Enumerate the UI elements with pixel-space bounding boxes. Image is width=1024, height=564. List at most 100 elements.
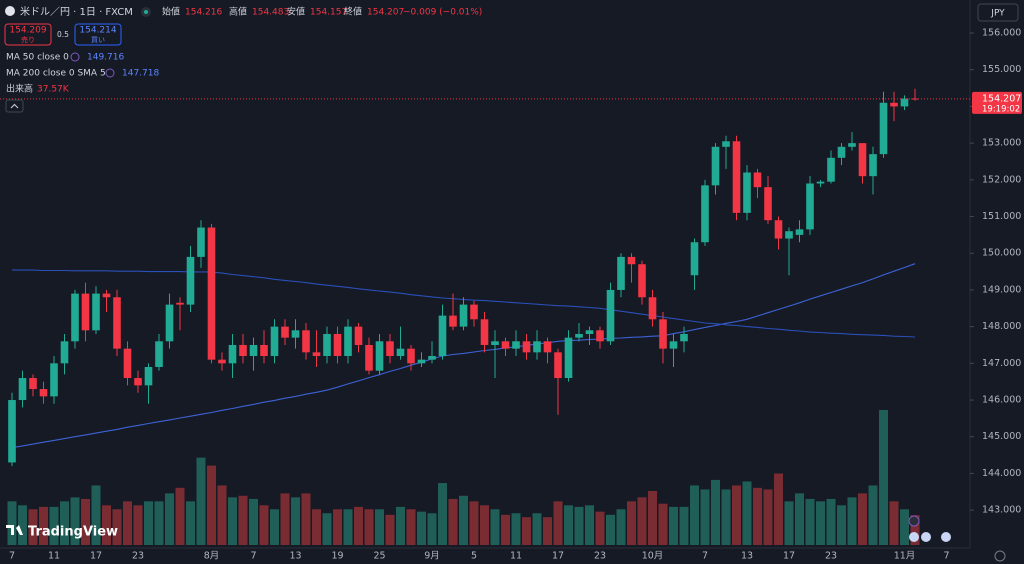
candle-body — [281, 326, 289, 338]
volume-bar — [816, 501, 825, 545]
x-tick-label: 7 — [250, 551, 256, 562]
volume-bar — [889, 501, 899, 545]
candle-body — [365, 344, 373, 371]
x-tick-label: 11 — [510, 551, 522, 562]
volume-bar — [123, 501, 132, 545]
candle-body — [197, 227, 205, 257]
collapse-button[interactable] — [5, 99, 24, 113]
candle-body — [29, 378, 37, 390]
buy-price[interactable]: 154.214 — [79, 26, 116, 36]
candle-body — [690, 242, 699, 276]
candle-body — [323, 333, 331, 356]
volume-bar — [91, 485, 101, 545]
settings-icon[interactable] — [994, 550, 1006, 562]
candle-body — [449, 315, 457, 327]
candle-body — [291, 330, 300, 338]
countdown: 19:19:02 — [982, 104, 1020, 114]
candle-body — [134, 378, 142, 386]
volume-bar — [7, 501, 17, 545]
volume-bar — [427, 513, 437, 545]
volume-bar — [606, 514, 615, 545]
volume-bar — [448, 498, 458, 545]
ma200-icon — [105, 68, 115, 78]
volume-bar — [637, 497, 647, 545]
volume-bar — [543, 517, 552, 545]
sell-price[interactable]: 154.209 — [9, 26, 46, 36]
currency[interactable]: JPY — [990, 9, 1005, 19]
candle-body — [8, 400, 16, 463]
event-icon[interactable] — [908, 515, 920, 527]
candle-body — [753, 172, 762, 188]
candle-body — [92, 293, 100, 331]
volume-bar — [648, 491, 657, 545]
volume-bar — [196, 457, 206, 545]
volume-bar — [312, 509, 321, 545]
x-tick-label: 13 — [289, 551, 301, 562]
candle-body — [249, 344, 258, 356]
candle-body — [596, 330, 604, 342]
candle-body — [470, 304, 478, 320]
plot: 143.000 144.000 145.000 146.000 147.000 148.0… — [0, 28, 1022, 562]
volume-bar — [522, 517, 531, 545]
volume-bar — [49, 506, 59, 545]
volume-bar — [480, 505, 489, 545]
candle-body — [764, 187, 772, 221]
candle-body — [648, 297, 657, 320]
open-label: 始値 — [162, 6, 180, 18]
x-tick-label: 17 — [552, 551, 564, 562]
volume-bar — [753, 487, 762, 545]
volume-bar — [238, 495, 248, 545]
volume-bar — [18, 505, 27, 545]
volume-bar — [438, 483, 447, 545]
event-flag[interactable] — [909, 532, 919, 542]
volume-bar — [490, 509, 500, 545]
candle-body — [386, 341, 394, 356]
volume-bar — [301, 493, 311, 545]
event-flag[interactable] — [921, 532, 931, 542]
volume-bar — [217, 485, 227, 545]
sell-label[interactable]: 売り — [21, 35, 35, 44]
y-tick-label: 151.000 — [982, 211, 1021, 222]
ma50-icon — [70, 52, 80, 62]
buy-label[interactable]: 買い — [91, 36, 105, 44]
candle-body — [71, 293, 79, 342]
volume-bar — [375, 509, 384, 545]
candle-body — [218, 359, 226, 364]
volume-bar — [228, 497, 237, 545]
y-tick-label: 149.000 — [982, 284, 1021, 295]
volume-bar — [879, 410, 888, 545]
currency-button[interactable] — [977, 3, 1019, 22]
volume-bar — [259, 505, 269, 545]
collapse-icon[interactable] — [10, 103, 19, 109]
volume-bar — [826, 498, 836, 545]
high-value: 154.483 — [252, 8, 289, 18]
event-flag[interactable] — [941, 532, 951, 542]
ma200-value: 147.718 — [122, 69, 159, 79]
buy-button[interactable] — [74, 23, 122, 46]
volume-legend: 出来高 — [6, 83, 33, 95]
x-tick-label: 7 — [9, 551, 15, 562]
candle-body — [669, 341, 678, 349]
close-value: 154.207 — [367, 8, 404, 18]
candle-body — [407, 348, 415, 364]
y-tick-label: 145.000 — [982, 431, 1021, 442]
candle-body — [732, 141, 741, 213]
candle-body — [837, 146, 846, 158]
candle-body — [18, 378, 27, 401]
volume-bar — [553, 501, 563, 545]
x-tick-label: 13 — [741, 551, 753, 562]
sell-button[interactable] — [4, 23, 52, 46]
candle-body — [501, 341, 510, 349]
volume-bar — [532, 513, 542, 545]
candle-body — [638, 264, 646, 298]
candle-body — [186, 256, 195, 305]
volume-bar — [669, 506, 678, 545]
volume-bar — [70, 497, 80, 545]
x-tick-label: 5 — [471, 551, 477, 562]
volume-bar — [28, 509, 38, 545]
candle-body — [302, 330, 310, 353]
candle-body — [774, 220, 783, 239]
candle-body — [176, 302, 184, 305]
